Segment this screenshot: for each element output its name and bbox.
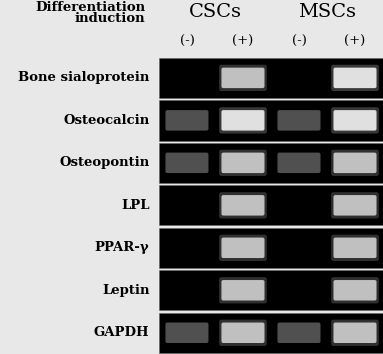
FancyBboxPatch shape: [221, 68, 265, 88]
Text: Bone sialoprotein: Bone sialoprotein: [18, 72, 149, 84]
FancyBboxPatch shape: [219, 150, 267, 176]
FancyBboxPatch shape: [219, 277, 267, 303]
Text: PPAR-γ: PPAR-γ: [95, 241, 149, 254]
Text: MSCs: MSCs: [298, 3, 356, 21]
FancyBboxPatch shape: [334, 238, 376, 258]
FancyBboxPatch shape: [159, 100, 383, 141]
Text: (+): (+): [232, 35, 254, 48]
FancyBboxPatch shape: [221, 280, 265, 301]
FancyBboxPatch shape: [331, 150, 379, 176]
FancyBboxPatch shape: [277, 153, 321, 173]
FancyBboxPatch shape: [331, 65, 379, 91]
Text: (-): (-): [180, 35, 195, 48]
FancyBboxPatch shape: [334, 322, 376, 343]
FancyBboxPatch shape: [334, 68, 376, 88]
Text: (-): (-): [291, 35, 306, 48]
FancyBboxPatch shape: [331, 107, 379, 133]
Text: induction: induction: [75, 12, 146, 25]
FancyBboxPatch shape: [165, 153, 208, 173]
FancyBboxPatch shape: [221, 110, 265, 131]
Text: Osteopontin: Osteopontin: [59, 156, 149, 169]
FancyBboxPatch shape: [221, 238, 265, 258]
FancyBboxPatch shape: [165, 110, 208, 131]
FancyBboxPatch shape: [159, 143, 383, 183]
FancyBboxPatch shape: [159, 270, 383, 310]
FancyBboxPatch shape: [277, 322, 321, 343]
FancyBboxPatch shape: [221, 322, 265, 343]
FancyBboxPatch shape: [334, 280, 376, 301]
Text: Differentiation: Differentiation: [35, 1, 146, 14]
Text: Osteocalcin: Osteocalcin: [63, 114, 149, 127]
FancyBboxPatch shape: [219, 107, 267, 133]
FancyBboxPatch shape: [331, 277, 379, 303]
FancyBboxPatch shape: [159, 228, 383, 268]
Text: Leptin: Leptin: [102, 284, 149, 297]
FancyBboxPatch shape: [221, 195, 265, 216]
Text: LPL: LPL: [121, 199, 149, 212]
FancyBboxPatch shape: [334, 110, 376, 131]
FancyBboxPatch shape: [219, 320, 267, 346]
Text: (+): (+): [344, 35, 366, 48]
FancyBboxPatch shape: [219, 65, 267, 91]
FancyBboxPatch shape: [159, 58, 383, 98]
Text: CSCs: CSCs: [188, 3, 241, 21]
FancyBboxPatch shape: [331, 235, 379, 261]
FancyBboxPatch shape: [331, 192, 379, 218]
FancyBboxPatch shape: [277, 110, 321, 131]
FancyBboxPatch shape: [165, 322, 208, 343]
FancyBboxPatch shape: [334, 153, 376, 173]
Text: GAPDH: GAPDH: [94, 326, 149, 339]
FancyBboxPatch shape: [159, 313, 383, 353]
FancyBboxPatch shape: [334, 195, 376, 216]
FancyBboxPatch shape: [219, 235, 267, 261]
FancyBboxPatch shape: [219, 192, 267, 218]
FancyBboxPatch shape: [159, 185, 383, 225]
FancyBboxPatch shape: [331, 320, 379, 346]
FancyBboxPatch shape: [221, 153, 265, 173]
